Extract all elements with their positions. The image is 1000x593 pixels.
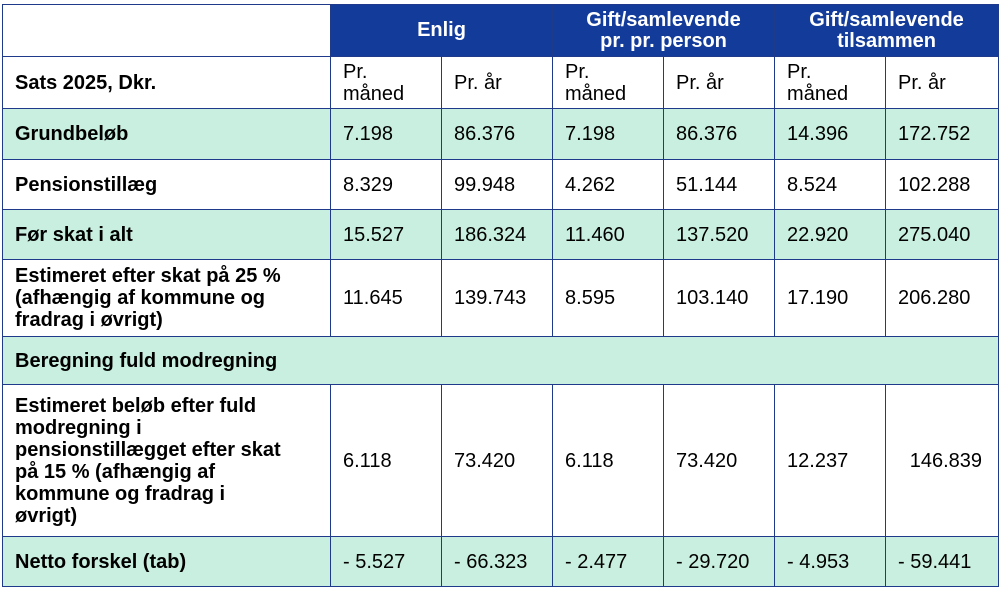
value-cell: 17.190 (774, 259, 887, 337)
value-cell: - 5.527 (330, 536, 442, 587)
row-label: Pensionstillæg (2, 159, 331, 210)
row-label: Netto forskel (tab) (2, 536, 331, 587)
value-cell: 206.280 (885, 259, 1000, 337)
col-header-month: Pr. måned (330, 56, 442, 109)
value-cell: 8.595 (552, 259, 665, 337)
value-cell: 8.329 (330, 159, 442, 210)
col-header-month-line1: Pr. (343, 60, 368, 83)
value-cell: 22.920 (774, 209, 887, 260)
header-gift-tilsammen: Gift/samlevende tilsammen (774, 4, 1000, 57)
value-cell: 6.118 (330, 384, 442, 537)
pension-rates-table: Enlig Gift/samlevende pr. pr. person Gift… (1, 4, 1000, 587)
header-gift-tilsammen-line2: tilsammen (837, 29, 936, 52)
row-label: Før skat i alt (2, 209, 331, 260)
row-label-line: øvrigt) (15, 504, 78, 527)
col-header-month: Pr. måned (774, 56, 887, 109)
table-row-for-skat: Før skat i alt 15.527 186.324 11.460 137… (2, 209, 1000, 260)
value-cell: 99.948 (440, 159, 554, 210)
col-header-year: Pr. år (663, 56, 776, 109)
row-label-line: Estimeret efter skat på 25 % (15, 265, 281, 287)
table-row-pensionstillaeg: Pensionstillæg 8.329 99.948 4.262 51.144… (2, 159, 1000, 210)
value-cell: 73.420 (663, 384, 776, 537)
row-label: Estimeret efter skat på 25 % (afhængig af… (2, 259, 331, 337)
row-label: Grundbeløb (2, 108, 331, 160)
value-cell: 51.144 (663, 159, 776, 210)
col-header-month-line2: måned (787, 82, 849, 105)
value-cell: 11.460 (552, 209, 665, 260)
value-cell: - 29.720 (663, 536, 776, 587)
table-row-estimeret-efter-skat: Estimeret efter skat på 25 % (afhængig af… (2, 259, 1000, 337)
header-enlig-label: Enlig (417, 19, 466, 41)
value-cell: 172.752 (885, 108, 1000, 160)
col-header-month-line2: måned (565, 82, 627, 105)
value-cell: 102.288 (885, 159, 1000, 210)
value-cell: 139.743 (440, 259, 554, 337)
row-label-line: modregning i (15, 416, 142, 439)
value-cell: 4.262 (552, 159, 665, 210)
value-cell: - 59.441 (885, 536, 1000, 587)
value-cell: - 66.323 (440, 536, 554, 587)
value-cell: 14.396 (774, 108, 887, 160)
table-row-netto-forskel: Netto forskel (tab) - 5.527 - 66.323 - 2… (2, 536, 1000, 587)
value-cell: 86.376 (663, 108, 776, 160)
row-label: Estimeret beløb efter fuld modregning i pe… (2, 384, 331, 537)
row-label-line: kommune og fradrag i (15, 482, 226, 505)
table-row-grundbelob: Grundbeløb 7.198 86.376 7.198 86.376 14.… (2, 108, 1000, 160)
subheader-row: Sats 2025, Dkr. Pr. måned Pr. år Pr. måned… (2, 56, 1000, 109)
header-gift-tilsammen-line1: Gift/samlevende (809, 8, 964, 31)
col-header-month: Pr. måned (552, 56, 665, 109)
value-cell: 73.420 (440, 384, 554, 537)
group-header-row: Enlig Gift/samlevende pr. pr. person Gift… (2, 4, 1000, 57)
col-header-year: Pr. år (440, 56, 554, 109)
sats-label: Sats 2025, Dkr. (2, 56, 331, 109)
value-cell: 7.198 (552, 108, 665, 160)
value-cell: 186.324 (440, 209, 554, 260)
value-cell: - 2.477 (552, 536, 665, 587)
row-label-line: (afhængig af kommune og (15, 287, 265, 309)
value-cell: 137.520 (663, 209, 776, 260)
col-header-month-line1: Pr. (565, 60, 590, 83)
value-cell: 12.237 (774, 384, 887, 537)
section-title: Beregning fuld modregning (1, 336, 1000, 385)
row-label-line: Estimeret beløb efter fuld (15, 394, 257, 417)
col-header-month-line2: måned (343, 82, 405, 105)
section-row-beregning: Beregning fuld modregning (1, 336, 1000, 385)
row-label-line: fradrag i øvrigt) (15, 309, 163, 331)
row-label-line: pensionstillægget efter skat (15, 438, 281, 461)
header-blank-cell (2, 4, 331, 57)
col-header-month-line1: Pr. (787, 60, 812, 83)
value-cell: 6.118 (552, 384, 665, 537)
header-enlig: Enlig (329, 4, 554, 57)
value-cell: - 4.953 (774, 536, 887, 587)
header-gift-per-person-line1: Gift/samlevende (586, 8, 741, 31)
value-cell: 86.376 (440, 108, 554, 160)
value-cell: 8.524 (774, 159, 887, 210)
value-cell: 103.140 (663, 259, 776, 337)
header-gift-per-person: Gift/samlevende pr. pr. person (552, 4, 776, 57)
value-cell: 7.198 (330, 108, 442, 160)
row-label-line: på 15 % (afhængig af (15, 460, 216, 483)
value-cell: 15.527 (330, 209, 442, 260)
value-cell: 275.040 (885, 209, 1000, 260)
table-row-fuld-modregning: Estimeret beløb efter fuld modregning i pe… (2, 384, 1000, 537)
value-cell: 11.645 (330, 259, 442, 337)
header-gift-per-person-line2: pr. pr. person (600, 29, 727, 52)
col-header-year: Pr. år (885, 56, 1000, 109)
value-cell: 146.839 (885, 384, 1000, 537)
